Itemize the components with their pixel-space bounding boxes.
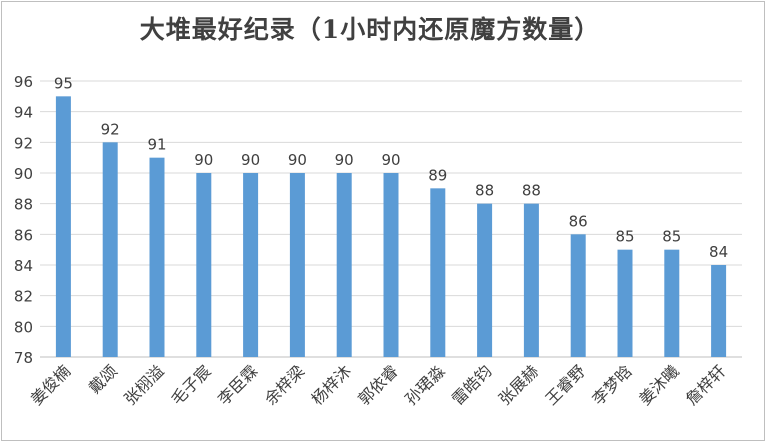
bar: [149, 157, 165, 357]
y-tick-label: 96: [14, 73, 33, 91]
bar: [523, 203, 539, 357]
data-label: 95: [54, 74, 73, 92]
bar: [196, 173, 212, 357]
y-tick-label: 80: [14, 318, 33, 336]
x-tick-label: 郭依睿: [354, 361, 401, 408]
x-tick-label: 李臣霖: [214, 361, 261, 408]
y-tick-label: 90: [14, 165, 33, 183]
data-label: 90: [288, 151, 307, 169]
data-label: 85: [662, 228, 681, 246]
y-tick-label: 92: [14, 134, 33, 152]
data-label: 90: [241, 151, 260, 169]
data-label: 91: [147, 136, 166, 154]
y-tick-label: 82: [14, 288, 33, 306]
data-label: 88: [522, 182, 541, 200]
bar: [477, 203, 493, 357]
y-tick-label: 94: [14, 104, 33, 122]
x-tick-label: 詹梓轩: [682, 361, 729, 408]
chart-title: 大堆最好纪录（1小时内还原魔方数量）: [139, 15, 601, 44]
x-tick-label: 李梦晗: [588, 361, 635, 408]
bar: [664, 249, 680, 357]
x-tick-label: 张栩溢: [120, 361, 167, 408]
data-label: 84: [709, 243, 728, 261]
data-label: 90: [335, 151, 354, 169]
bar: [570, 234, 586, 357]
data-label: 89: [428, 166, 447, 184]
x-tick-label: 戴颂: [85, 361, 121, 397]
x-tick-label: 姜沐曦: [635, 361, 682, 408]
bar: [102, 142, 118, 357]
x-tick-label: 张展赫: [495, 361, 542, 408]
bar: [711, 265, 727, 357]
bar: [617, 249, 633, 357]
bar: [383, 173, 399, 357]
x-tick-label: 王睿野: [542, 361, 589, 408]
y-tick-label: 78: [14, 349, 33, 367]
y-tick-label: 84: [14, 257, 33, 275]
y-tick-label: 86: [14, 226, 33, 244]
x-tick-label: 杨梓沐: [308, 361, 355, 408]
data-label: 86: [569, 212, 588, 230]
x-tick-label: 孙珺淼: [401, 361, 448, 408]
x-tick-label: 余梓梁: [261, 361, 308, 408]
x-tick-label: 姜俊楠: [27, 361, 74, 408]
bar: [55, 96, 71, 357]
bar: [430, 188, 446, 357]
bar: [289, 173, 305, 357]
data-label: 92: [101, 120, 120, 138]
data-label: 85: [615, 228, 634, 246]
x-tick-label: 毛子宸: [167, 361, 214, 408]
bar: [336, 173, 352, 357]
y-tick-label: 88: [14, 196, 33, 214]
x-tick-label: 雷皓钧: [448, 361, 495, 408]
data-label: 90: [381, 151, 400, 169]
bar: [243, 173, 259, 357]
data-label: 88: [475, 182, 494, 200]
data-label: 90: [194, 151, 213, 169]
